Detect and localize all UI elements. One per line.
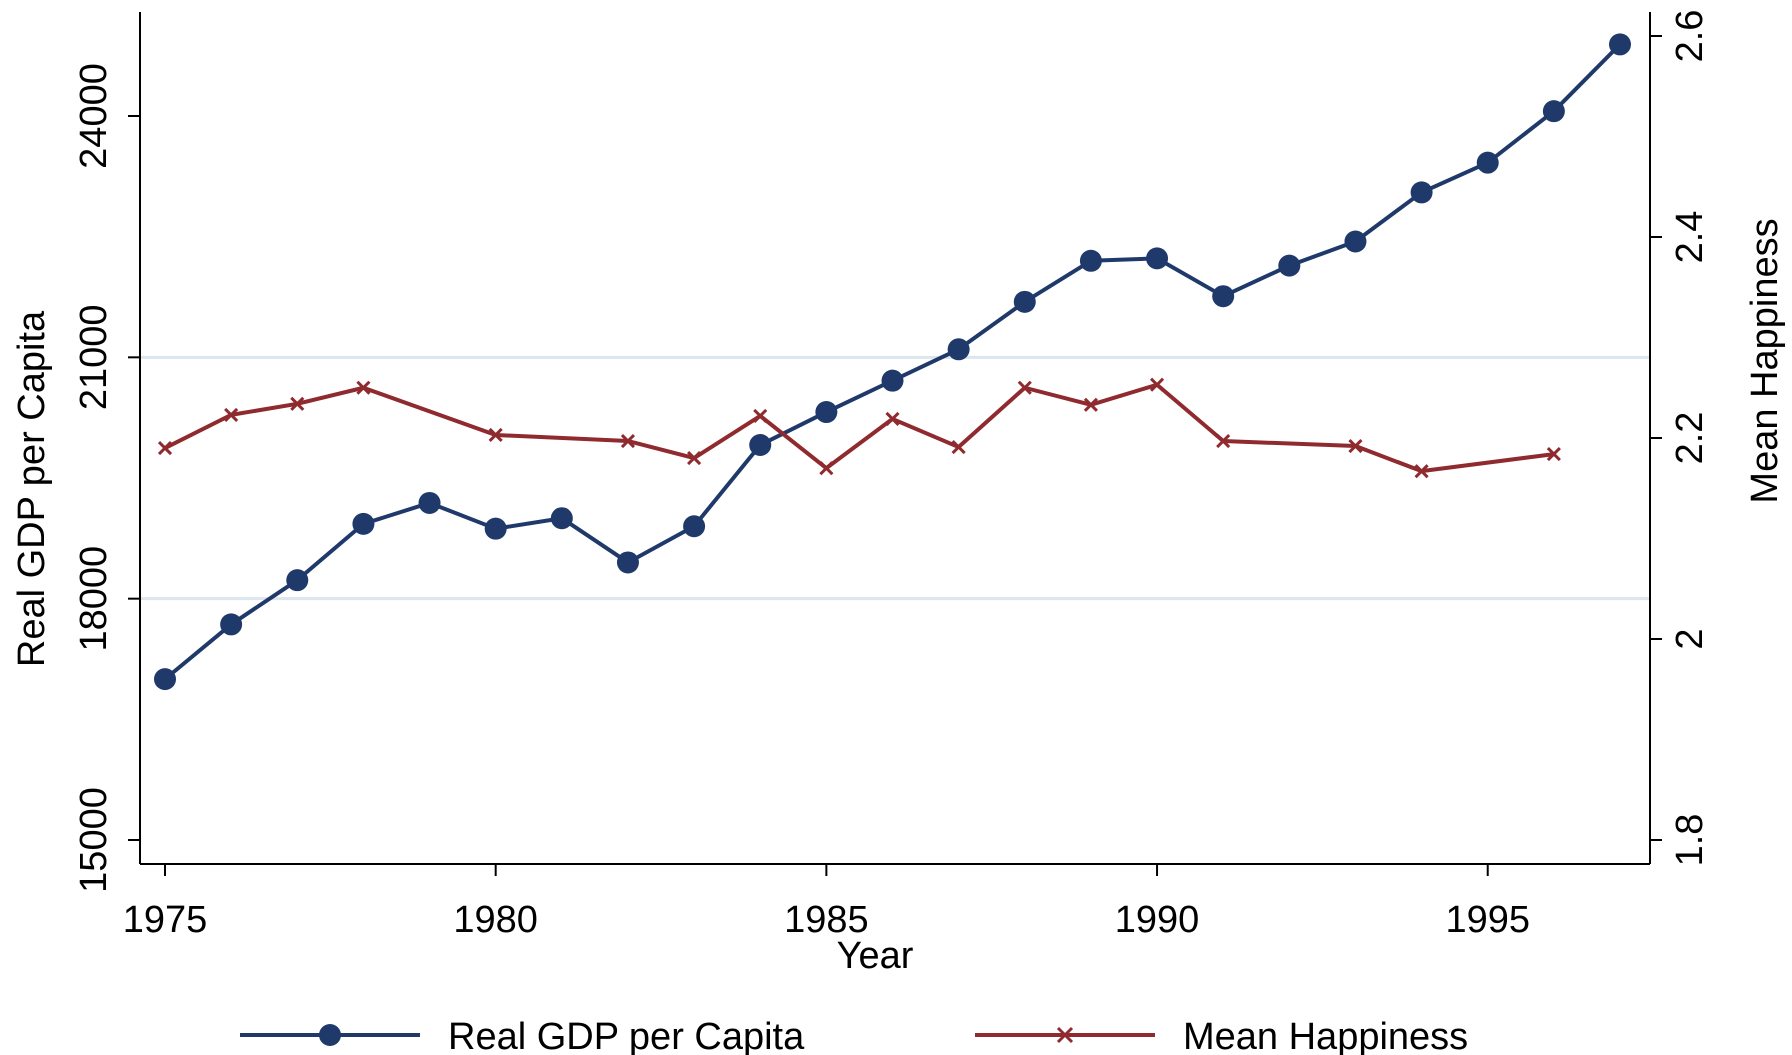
x-ticks: 1975 1980 1985 1990 1995 <box>123 864 1530 941</box>
x-axis-label: Year <box>837 935 914 977</box>
x-tick-label: 1975 <box>123 899 208 941</box>
series-line <box>163 42 1622 681</box>
data-point <box>947 338 970 361</box>
y-right-tick-label: 2.6 <box>1669 10 1711 63</box>
data-point <box>484 517 507 540</box>
data-point <box>488 427 503 443</box>
legend-item-happiness: Mean Happiness <box>975 1016 1468 1055</box>
data-point <box>1146 247 1169 270</box>
data-point <box>1542 100 1565 123</box>
series-layer <box>154 33 1631 691</box>
data-point <box>1017 380 1032 395</box>
y-axis-label-left: Real GDP per Capita <box>11 310 53 667</box>
data-point <box>418 491 441 514</box>
data-point <box>286 569 309 592</box>
data-point <box>1278 254 1301 277</box>
data-point <box>220 613 243 636</box>
y-right-tick-label: 2.2 <box>1669 412 1711 465</box>
data-point <box>620 433 636 449</box>
y-axis-label-right: Mean Happiness <box>1744 218 1786 503</box>
data-point <box>683 515 706 538</box>
data-point <box>352 512 375 535</box>
data-point <box>224 407 239 422</box>
data-point <box>616 551 639 574</box>
data-point <box>815 401 838 424</box>
data-point <box>1079 249 1102 272</box>
x-tick-label: 1995 <box>1445 899 1530 941</box>
y-left-ticks: 15000 18000 21000 24000 <box>73 63 140 893</box>
data-point <box>356 380 371 395</box>
data-point <box>1414 464 1429 479</box>
y-right-tick-label: 2 <box>1669 628 1711 649</box>
series-gdp <box>154 33 1631 691</box>
data-point <box>1216 433 1231 449</box>
x-tick-label: 1990 <box>1115 899 1200 941</box>
data-point <box>1013 290 1036 313</box>
y-left-tick-label: 24000 <box>73 63 115 169</box>
data-point <box>1609 33 1631 56</box>
data-point <box>550 507 573 530</box>
x-tick-label: 1980 <box>453 899 538 941</box>
data-point <box>951 439 966 455</box>
series-happiness <box>157 377 1561 479</box>
data-point <box>1476 151 1499 174</box>
data-point <box>154 668 176 691</box>
data-point <box>1212 285 1235 308</box>
data-point <box>885 411 900 426</box>
data-point <box>749 434 772 457</box>
data-point <box>1083 397 1098 412</box>
y-left-tick-label: 18000 <box>73 546 115 652</box>
y-right-tick-label: 2.4 <box>1669 211 1711 264</box>
data-point <box>290 396 305 411</box>
data-point <box>753 408 768 423</box>
data-point <box>1546 447 1561 462</box>
data-point <box>1149 377 1165 392</box>
gridlines <box>140 355 1650 601</box>
y-left-tick-label: 21000 <box>73 304 115 410</box>
legend-label-gdp: Real GDP per Capita <box>448 1016 805 1055</box>
x-tick-label: 1985 <box>784 899 869 941</box>
data-point <box>687 451 702 466</box>
data-point <box>819 461 834 476</box>
legend-marker-happiness <box>1056 1026 1074 1044</box>
y-left-tick-label: 15000 <box>73 787 115 893</box>
data-point <box>1410 181 1433 204</box>
legend-label-happiness: Mean Happiness <box>1183 1016 1468 1055</box>
legend: Real GDP per Capita Mean Happiness <box>240 1016 1468 1055</box>
data-point <box>1348 438 1363 454</box>
legend-marker-gdp <box>319 1024 341 1046</box>
data-point <box>881 369 904 392</box>
legend-item-gdp: Real GDP per Capita <box>240 1016 805 1055</box>
y-right-ticks: 1.8 2 2.2 2.4 2.6 <box>1650 10 1711 867</box>
data-point <box>157 440 173 456</box>
y-right-tick-label: 1.8 <box>1669 814 1711 867</box>
data-point <box>1344 230 1367 253</box>
series-line <box>164 382 1555 474</box>
